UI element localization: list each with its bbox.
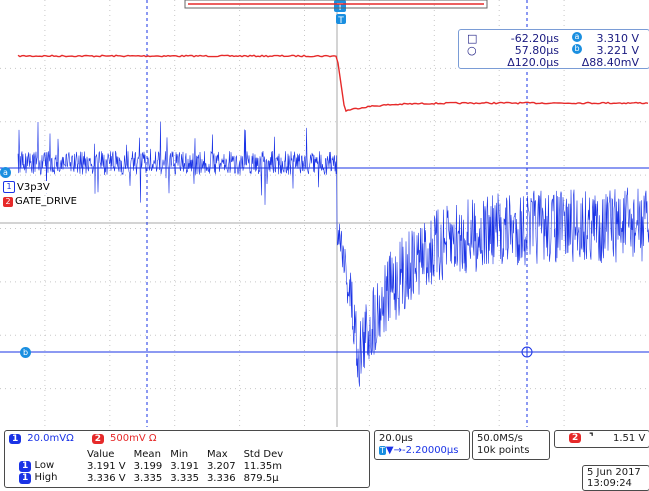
square-cursor-icon: □	[467, 32, 478, 45]
measurement-table: Value Mean Min Max Std Dev 1 Low 3.191 V…	[15, 449, 287, 484]
cursor-readout: □ -62.20µs a 3.310 V ○ 57.80µs b 3.221 V…	[458, 29, 649, 69]
trigger-position: T▼→-2.20000µs	[379, 445, 459, 456]
record-length: 10k points	[477, 445, 530, 456]
cursor2-time: 57.80µs	[514, 44, 559, 57]
ch1-badge[interactable]: 1	[9, 433, 22, 444]
ch1-scale[interactable]: 20.0mVΩ	[27, 433, 74, 444]
ch2-waveform	[17, 54, 649, 113]
falling-edge-icon: ⌝	[589, 432, 594, 443]
time: 13:09:24	[587, 478, 632, 489]
cursor-a-icon: a	[572, 32, 582, 42]
record-view-bar	[184, 0, 488, 9]
cursor-delta-time: Δ120.0µs	[507, 56, 559, 69]
timebase-box[interactable]: 20.0µs T▼→-2.20000µs	[374, 430, 470, 460]
timebase-value: 20.0µs	[379, 433, 413, 444]
svg-text:T: T	[337, 16, 344, 26]
acquisition-box[interactable]: 50.0MS/s 10k points	[472, 430, 550, 460]
circle-cursor-icon: ○	[467, 44, 477, 57]
cursor2-value: 3.221 V	[596, 44, 639, 57]
measurement-row-high[interactable]: 1 High 3.336 V 3.335 3.335 3.336 879.5µ	[15, 472, 287, 484]
ch2-label[interactable]: 2 GATE_DRIVE	[2, 196, 78, 207]
ch1-waveform	[17, 121, 649, 387]
cursor1-time: -62.20µs	[510, 32, 559, 45]
cursor-delta-value: Δ88.40mV	[581, 56, 639, 69]
datetime-box: 5 Jun 2017 13:09:24	[582, 465, 649, 491]
cursor-b-icon: b	[572, 44, 582, 54]
measurement-panel: 1 20.0mVΩ 2 500mV Ω Value Mean Min Max S…	[4, 430, 370, 488]
status-panel: 1 20.0mVΩ 2 500mV Ω Value Mean Min Max S…	[0, 427, 649, 491]
trigger-box[interactable]: 2 ⌝ 1.51 V	[554, 430, 649, 448]
measurement-row-low[interactable]: 1 Low 3.191 V 3.199 3.191 3.207 11.35m	[15, 460, 287, 472]
date: 5 Jun 2017	[587, 467, 641, 478]
sample-rate: 50.0MS/s	[477, 433, 523, 444]
cursor-b-marker[interactable]: b	[20, 340, 32, 358]
trigger-level: 1.51 V	[613, 433, 646, 444]
trigger-ch-badge: 2	[569, 433, 582, 443]
cursor1-value: 3.310 V	[596, 32, 639, 45]
cursor-a-marker[interactable]: a	[0, 160, 12, 178]
ch2-scale[interactable]: 500mV Ω	[110, 433, 157, 444]
ch1-label[interactable]: 1 V3p3V	[2, 181, 51, 193]
ch2-badge[interactable]: 2	[91, 433, 105, 444]
measurement-header: Value Mean Min Max Std Dev	[87, 449, 284, 460]
